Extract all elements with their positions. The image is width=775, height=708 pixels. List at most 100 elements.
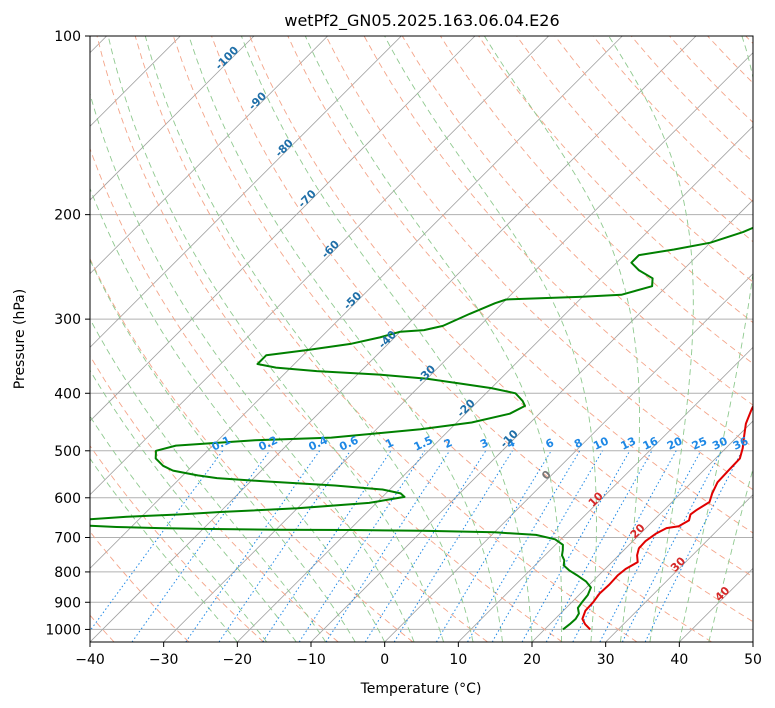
x-tick-label: 30 bbox=[597, 652, 615, 668]
mixing-ratio-label: 36 bbox=[731, 434, 751, 452]
x-tick-label: 40 bbox=[670, 652, 688, 668]
mixing-ratio-label: 6 bbox=[544, 436, 557, 451]
dry-adiabat-line bbox=[592, 36, 753, 203]
mixing-ratio-line bbox=[262, 450, 392, 642]
isotherm-line bbox=[237, 125, 753, 642]
isotherm-line bbox=[90, 36, 549, 496]
y-tick-label: 1000 bbox=[45, 622, 81, 638]
profile-series bbox=[90, 226, 753, 631]
isotherm-line bbox=[531, 420, 753, 642]
isotherm-label: -60 bbox=[319, 237, 342, 260]
moist-adiabat-line bbox=[240, 36, 533, 642]
x-tick-label: 20 bbox=[523, 652, 541, 668]
plot-frame bbox=[89, 35, 754, 643]
temperature-profile-line bbox=[581, 404, 753, 631]
isotherm-label: -20 bbox=[455, 396, 478, 419]
y-axis-label: Pressure (hPa) bbox=[12, 289, 28, 389]
isotherm-line bbox=[90, 36, 697, 642]
dry-adiabat-line bbox=[745, 36, 753, 45]
dry-adiabat-line bbox=[90, 147, 488, 642]
x-tick-label: −30 bbox=[149, 652, 179, 668]
line-labels: 0.1 0.2 0.4 0.6 1 1.5 2 3 4 6 8 10 13 16 20 25 30 36-100-… bbox=[210, 44, 751, 604]
y-tick-label: 900 bbox=[54, 595, 81, 611]
dewpoint-profile-line bbox=[90, 226, 753, 631]
dry-adiabat-line bbox=[287, 36, 753, 534]
x-axis-label: Temperature (°C) bbox=[360, 681, 482, 697]
x-tick-label: 0 bbox=[380, 652, 389, 668]
isotherm-label: -40 bbox=[376, 328, 399, 351]
y-tick-label: 700 bbox=[54, 531, 81, 547]
dry-adiabat-line bbox=[440, 36, 753, 365]
dry-adiabat-line bbox=[90, 354, 339, 642]
dry-adiabat-line bbox=[669, 36, 753, 124]
mixing-ratio-line bbox=[521, 450, 631, 642]
dry-adiabat-line bbox=[707, 36, 753, 84]
mixing-ratio-label: 2 bbox=[442, 436, 454, 451]
mixing-ratio-label: 16 bbox=[641, 434, 661, 452]
dry-adiabat-line bbox=[90, 530, 190, 642]
y-tick-label: 400 bbox=[54, 386, 81, 402]
moist-adiabat-line bbox=[90, 259, 356, 642]
chart-title: wetPf2_GN05.2025.163.06.04.E26 bbox=[284, 11, 559, 31]
y-tick-label: 100 bbox=[54, 29, 81, 45]
isotherm-line bbox=[752, 641, 753, 642]
dry-adiabat-line bbox=[554, 36, 753, 243]
mixing-ratio-line bbox=[572, 450, 677, 642]
moist-adiabat-line bbox=[90, 187, 386, 642]
y-tick-label: 600 bbox=[54, 491, 81, 507]
dry-adiabat-line bbox=[325, 36, 753, 491]
mixing-ratio-line bbox=[364, 450, 487, 642]
x-tick-label: −20 bbox=[223, 652, 253, 668]
isotherm-line bbox=[384, 273, 753, 642]
x-axis: −40 −30 −20 −10 0 10 20 30 40 50 bbox=[75, 642, 762, 668]
dry-adiabat-line bbox=[134, 36, 638, 642]
moist-adiabat-line bbox=[608, 36, 694, 642]
isotherm-line bbox=[163, 52, 753, 642]
y-axis: 1000 900 800 700 600 500 400 300 200 100 bbox=[45, 29, 90, 638]
surface-temp-label: 10 bbox=[586, 489, 606, 509]
moist-adiabat-line bbox=[90, 369, 297, 642]
isotherm-line bbox=[90, 36, 255, 201]
background-lines bbox=[90, 36, 753, 642]
isotherm-line bbox=[90, 36, 623, 569]
mixing-ratio-line bbox=[325, 450, 451, 642]
y-tick-label: 500 bbox=[54, 444, 81, 460]
mixing-ratio-line bbox=[298, 450, 426, 642]
mixing-ratio-line bbox=[185, 450, 321, 642]
isotherm-line bbox=[679, 567, 753, 642]
moist-adiabat-line bbox=[678, 36, 753, 642]
isotherm-label: -30 bbox=[415, 362, 438, 385]
moist-adiabat-line bbox=[90, 457, 238, 642]
isotherm-line bbox=[90, 36, 476, 422]
mixing-ratio-line bbox=[644, 450, 743, 642]
y-tick-label: 300 bbox=[54, 312, 81, 328]
moist-adiabat-line bbox=[384, 36, 597, 642]
dry-adiabat-line bbox=[172, 36, 712, 642]
mixing-ratio-label: 20 bbox=[665, 434, 685, 452]
mixing-ratio-label: 13 bbox=[619, 435, 638, 453]
isotherm-line bbox=[90, 36, 328, 275]
moist-adiabat-line bbox=[708, 467, 753, 642]
moist-adiabat-line bbox=[188, 36, 503, 642]
dry-adiabat-line bbox=[249, 36, 753, 578]
dry-adiabat-line bbox=[211, 36, 753, 623]
dry-adiabat-line bbox=[90, 444, 264, 642]
isotherm-line bbox=[458, 346, 753, 642]
mixing-ratio-line bbox=[131, 450, 271, 642]
moist-adiabat-line bbox=[304, 36, 563, 642]
mixing-ratio-label: 10 bbox=[591, 434, 611, 452]
isotherm-label: -80 bbox=[273, 136, 296, 159]
dry-adiabat-line bbox=[96, 36, 563, 642]
dry-adiabat-line bbox=[516, 36, 753, 283]
moist-adiabat-line bbox=[144, 36, 474, 642]
isotherm-label: -10 bbox=[498, 427, 521, 450]
x-tick-label: 50 bbox=[744, 652, 762, 668]
mixing-ratio-line bbox=[435, 450, 552, 642]
mixing-ratio-line bbox=[599, 450, 702, 642]
moist-adiabat-line bbox=[90, 415, 268, 642]
isotherm-label: -100 bbox=[213, 44, 242, 73]
surface-temp-label: 20 bbox=[628, 521, 648, 541]
x-tick-label: 10 bbox=[449, 652, 467, 668]
mixing-ratio-line bbox=[545, 450, 653, 642]
isotherm-line bbox=[90, 36, 402, 348]
